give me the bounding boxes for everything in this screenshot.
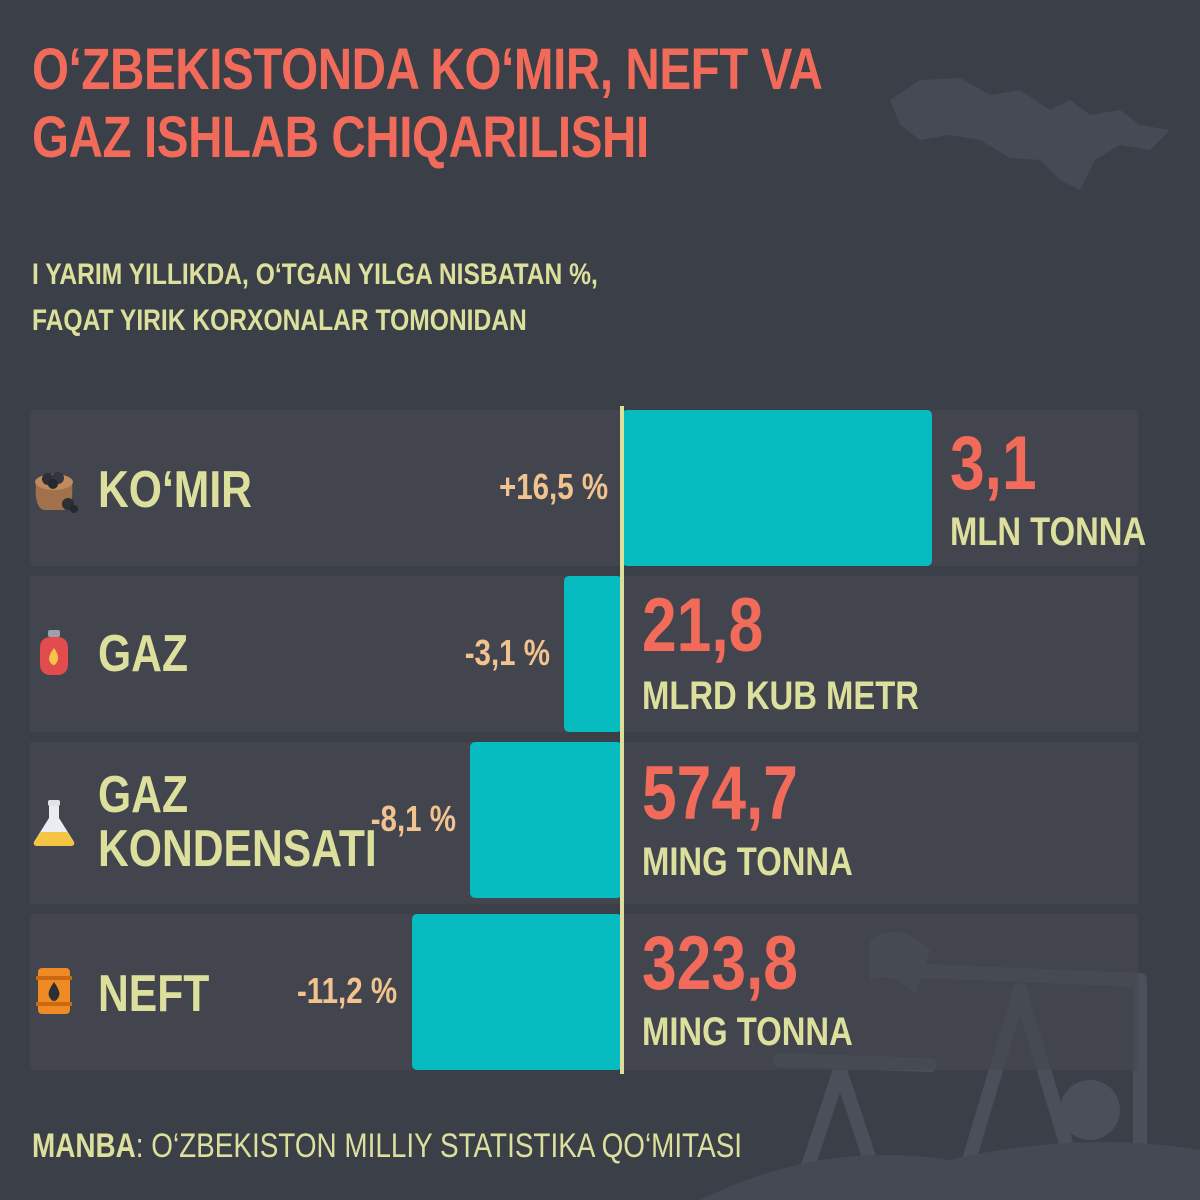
row-background: [30, 410, 1138, 566]
subtitle: I YARIM YILLIKDA, O‘TGAN YILGA NISBATAN …: [32, 252, 704, 344]
subtitle-line-1: I YARIM YILLIKDA, O‘TGAN YILGA NISBATAN …: [32, 258, 598, 291]
bar-gaz: [563, 576, 622, 732]
gas-cylinder-icon: [40, 630, 68, 675]
zero-axis-line: [620, 406, 624, 1074]
flask-icon: [33, 800, 75, 846]
source-text: O‘ZBEKISTON MILLIY STATISTIKA QO‘MITASI: [151, 1127, 743, 1165]
category-label-line: GAZ: [98, 766, 189, 824]
percent-label: -8,1 %: [370, 798, 456, 839]
production-value: 21,8: [642, 583, 764, 668]
source-note: MANBA: O‘ZBEKISTON MILLIY STATISTIKA QO‘…: [32, 1124, 742, 1168]
production-unit: MLRD KUB METR: [642, 674, 919, 718]
source-separator: :: [135, 1127, 152, 1165]
coal-sack-icon: [35, 472, 78, 513]
source-label: MANBA: [32, 1127, 136, 1165]
percent-label: -3,1 %: [464, 632, 550, 673]
percent-label: +16,5 %: [498, 466, 608, 507]
production-unit: MLN TONNA: [950, 510, 1147, 554]
percent-label: -11,2 %: [297, 970, 398, 1011]
category-label: KO‘MIR: [98, 461, 252, 519]
bar-neft: [411, 914, 622, 1070]
uzbekistan-map-icon: [890, 78, 1170, 190]
page-title: O‘ZBEKISTONDA KO‘MIR, NEFT VA GAZ ISHLAB…: [32, 37, 821, 170]
category-label-line: KONDENSATI: [98, 820, 377, 878]
category-label: GAZ KONDENSATI: [98, 768, 377, 876]
category-label: GAZ: [98, 625, 189, 683]
production-value: 323,8: [642, 921, 798, 1006]
bar-komir: [622, 410, 932, 566]
production-unit: MING TONNA: [642, 1010, 853, 1054]
production-value: 574,7: [642, 751, 798, 836]
category-label: NEFT: [98, 965, 210, 1023]
production-value: 3,1: [950, 421, 1037, 506]
oil-barrel-icon: [36, 968, 72, 1014]
production-unit: MING TONNA: [642, 840, 853, 884]
bar-gaz-kondensati: [469, 742, 622, 898]
subtitle-line-2: FAQAT YIRIK KORXONALAR TOMONIDAN: [32, 304, 527, 337]
